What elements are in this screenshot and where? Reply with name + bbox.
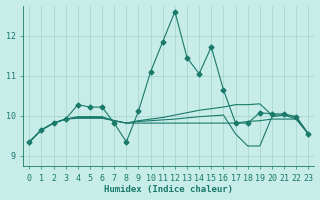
X-axis label: Humidex (Indice chaleur): Humidex (Indice chaleur): [104, 185, 233, 194]
